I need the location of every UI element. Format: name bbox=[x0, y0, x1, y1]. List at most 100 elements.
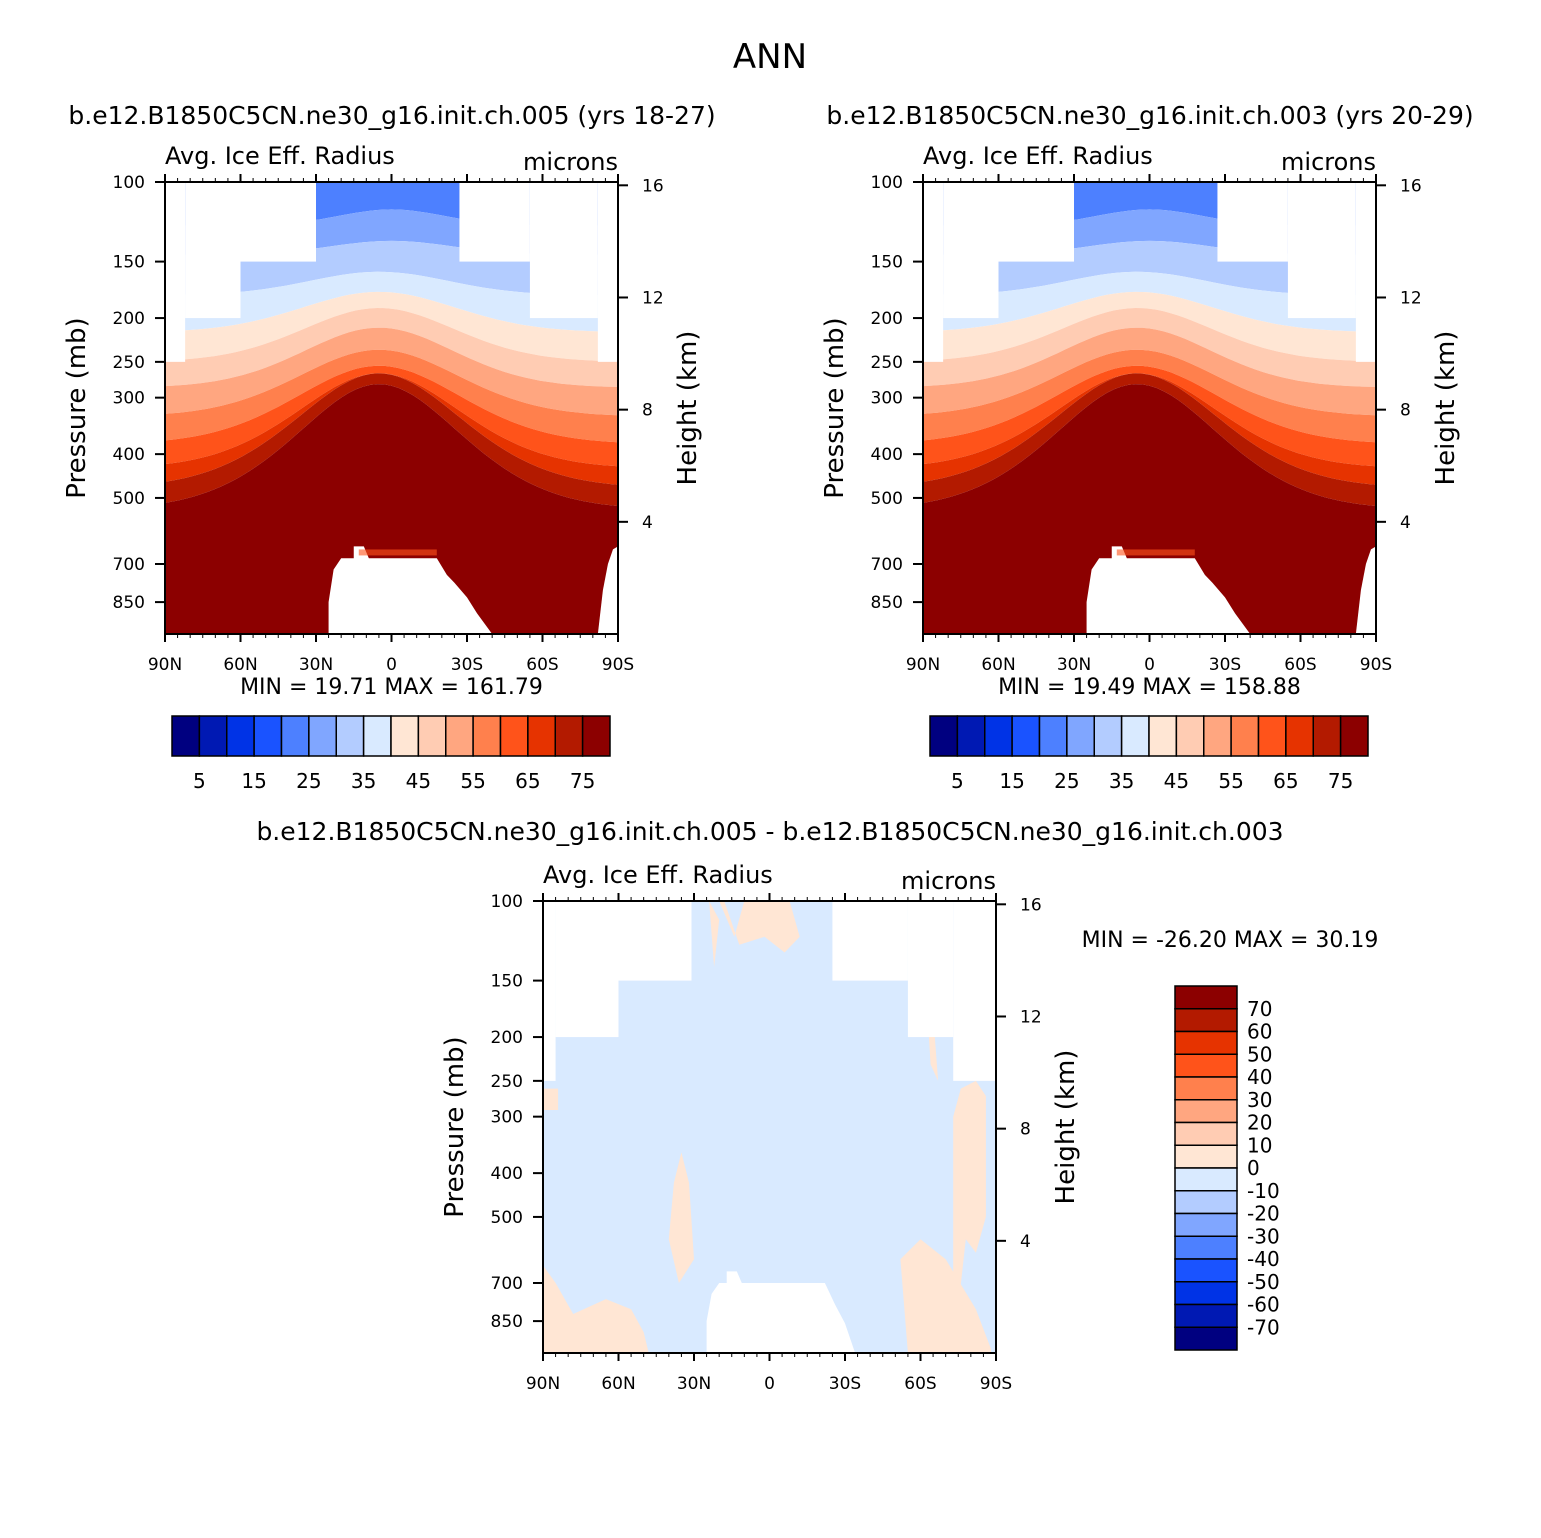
colorbar-swatch bbox=[984, 715, 1013, 757]
missing-data-mask bbox=[185, 182, 241, 319]
colorbar-swatch bbox=[308, 715, 337, 757]
colorbar-swatch bbox=[1339, 715, 1369, 757]
colorbar-label: -30 bbox=[1247, 1224, 1280, 1248]
missing-data-mask bbox=[459, 182, 530, 262]
contour-band bbox=[358, 549, 437, 556]
y-tick-label: 150 bbox=[113, 253, 145, 273]
colorbar-swatch bbox=[1174, 1008, 1238, 1033]
colorbar-swatch bbox=[1174, 1235, 1238, 1260]
y-tick-label: 150 bbox=[871, 253, 903, 273]
colorbar-swatch bbox=[499, 715, 529, 757]
y2-tick-label: 8 bbox=[1400, 401, 1411, 421]
colorbar-swatch bbox=[362, 715, 392, 757]
contour-band bbox=[923, 349, 1376, 443]
colorbar-label: -40 bbox=[1247, 1247, 1280, 1271]
missing-data-mask bbox=[618, 901, 692, 981]
contour-band bbox=[165, 373, 618, 507]
y-tick-label: 300 bbox=[871, 389, 903, 409]
colorbar-label: 75 bbox=[570, 769, 595, 793]
min-max-stats: MIN = 19.49 MAX = 158.88 bbox=[998, 675, 1301, 700]
y-tick-label: 150 bbox=[491, 972, 523, 992]
min-max-stats: MIN = -26.20 MAX = 30.19 bbox=[1082, 928, 1379, 953]
y-tick-label: 300 bbox=[491, 1108, 523, 1128]
x-tick-label: 90S bbox=[980, 1374, 1012, 1394]
colorbar-swatch bbox=[226, 715, 255, 757]
contour-band bbox=[900, 1239, 991, 1353]
colorbar-swatch bbox=[1174, 1190, 1238, 1215]
y-tick-label: 300 bbox=[113, 389, 145, 409]
colorbar-swatch bbox=[527, 715, 556, 757]
colorbar-label: 15 bbox=[241, 769, 266, 793]
missing-data-mask bbox=[953, 901, 996, 1081]
colorbar-swatch bbox=[1174, 1030, 1238, 1055]
panel-0: 90N 60N 30N 0 30S 60S 90S 100 150 200 250 300 400 500… bbox=[62, 142, 703, 793]
units-label: microns bbox=[1281, 148, 1376, 176]
colorbar-swatch bbox=[1174, 985, 1238, 1010]
colorbar-swatch bbox=[1285, 715, 1314, 757]
y2-axis-label: Height (km) bbox=[1431, 331, 1461, 486]
missing-data-mask bbox=[832, 901, 908, 981]
x-tick-label: 60S bbox=[904, 1374, 936, 1394]
colorbar-label: 20 bbox=[1247, 1111, 1272, 1135]
colorbar-swatch bbox=[390, 715, 420, 757]
y-tick-label: 500 bbox=[491, 1208, 523, 1228]
contour-band bbox=[923, 373, 1376, 485]
missing-data-mask bbox=[1287, 182, 1356, 319]
field-name: Avg. Ice Eff. Radius bbox=[165, 142, 395, 170]
panel-title-right: b.e12.B1850C5CN.ne30_g16.init.ch.003 (yr… bbox=[826, 101, 1473, 130]
terrain-mask bbox=[1086, 546, 1251, 634]
contour-band bbox=[543, 1088, 559, 1110]
colorbar-swatch bbox=[581, 715, 611, 757]
y-tick-label: 250 bbox=[491, 1072, 523, 1092]
missing-data-mask bbox=[165, 182, 186, 362]
x-tick-label: 90S bbox=[1360, 655, 1392, 675]
colorbar-swatch bbox=[1174, 1303, 1238, 1328]
missing-data-mask bbox=[555, 901, 619, 1038]
contour-fill bbox=[165, 182, 618, 634]
missing-data-mask bbox=[597, 182, 618, 362]
panel-1: 90N 60N 30N 0 30S 60S 90S 100 150 200 250 300 400 500… bbox=[820, 142, 1461, 793]
colorbar-swatch bbox=[198, 715, 228, 757]
y2-tick-label: 4 bbox=[1020, 1232, 1031, 1252]
contour-band bbox=[923, 365, 1376, 467]
colorbar-swatch bbox=[1174, 1258, 1238, 1283]
colorbar-swatch bbox=[1174, 1326, 1238, 1351]
x-tick-label: 90N bbox=[526, 1374, 560, 1394]
x-tick-label: 30N bbox=[677, 1374, 711, 1394]
min-max-stats: MIN = 19.71 MAX = 161.79 bbox=[240, 675, 543, 700]
x-tick-label: 60N bbox=[981, 655, 1015, 675]
colorbar-label: 10 bbox=[1247, 1133, 1272, 1157]
contour-fill bbox=[543, 901, 996, 1353]
y-axis-label: Pressure (mb) bbox=[820, 317, 850, 498]
y2-tick-label: 8 bbox=[1020, 1120, 1031, 1140]
missing-data-mask bbox=[543, 901, 556, 1081]
colorbar-label: 60 bbox=[1247, 1020, 1272, 1044]
units-label: microns bbox=[901, 867, 996, 895]
contour-band bbox=[165, 308, 618, 387]
x-tick-label: 60S bbox=[526, 655, 558, 675]
y2-tick-label: 4 bbox=[642, 513, 653, 533]
colorbar-swatch bbox=[1174, 1167, 1238, 1192]
y-tick-label: 500 bbox=[871, 489, 903, 509]
colorbar-label: 25 bbox=[296, 769, 321, 793]
y2-tick-label: 12 bbox=[1400, 288, 1422, 308]
colorbar-swatch bbox=[1174, 1099, 1238, 1124]
colorbar-swatch bbox=[1148, 715, 1178, 757]
colorbar-label: 5 bbox=[193, 769, 206, 793]
contour-band bbox=[165, 373, 618, 485]
y2-tick-label: 12 bbox=[1020, 1007, 1042, 1027]
contour-band bbox=[1116, 549, 1195, 556]
colorbar-label: 0 bbox=[1247, 1156, 1260, 1180]
y-tick-label: 400 bbox=[871, 445, 903, 465]
x-tick-label: 0 bbox=[764, 1374, 775, 1394]
panel-title-left: b.e12.B1850C5CN.ne30_g16.init.ch.005 (yr… bbox=[68, 101, 715, 130]
missing-data-mask bbox=[240, 182, 316, 262]
colorbar-label: 15 bbox=[999, 769, 1024, 793]
missing-data-mask bbox=[943, 182, 999, 319]
x-tick-label: 30S bbox=[829, 1374, 861, 1394]
colorbar-swatch bbox=[472, 715, 502, 757]
contour-band bbox=[165, 271, 618, 332]
contour-band bbox=[165, 365, 618, 467]
field-name: Avg. Ice Eff. Radius bbox=[543, 861, 773, 889]
y-axis-label: Pressure (mb) bbox=[440, 1036, 470, 1217]
